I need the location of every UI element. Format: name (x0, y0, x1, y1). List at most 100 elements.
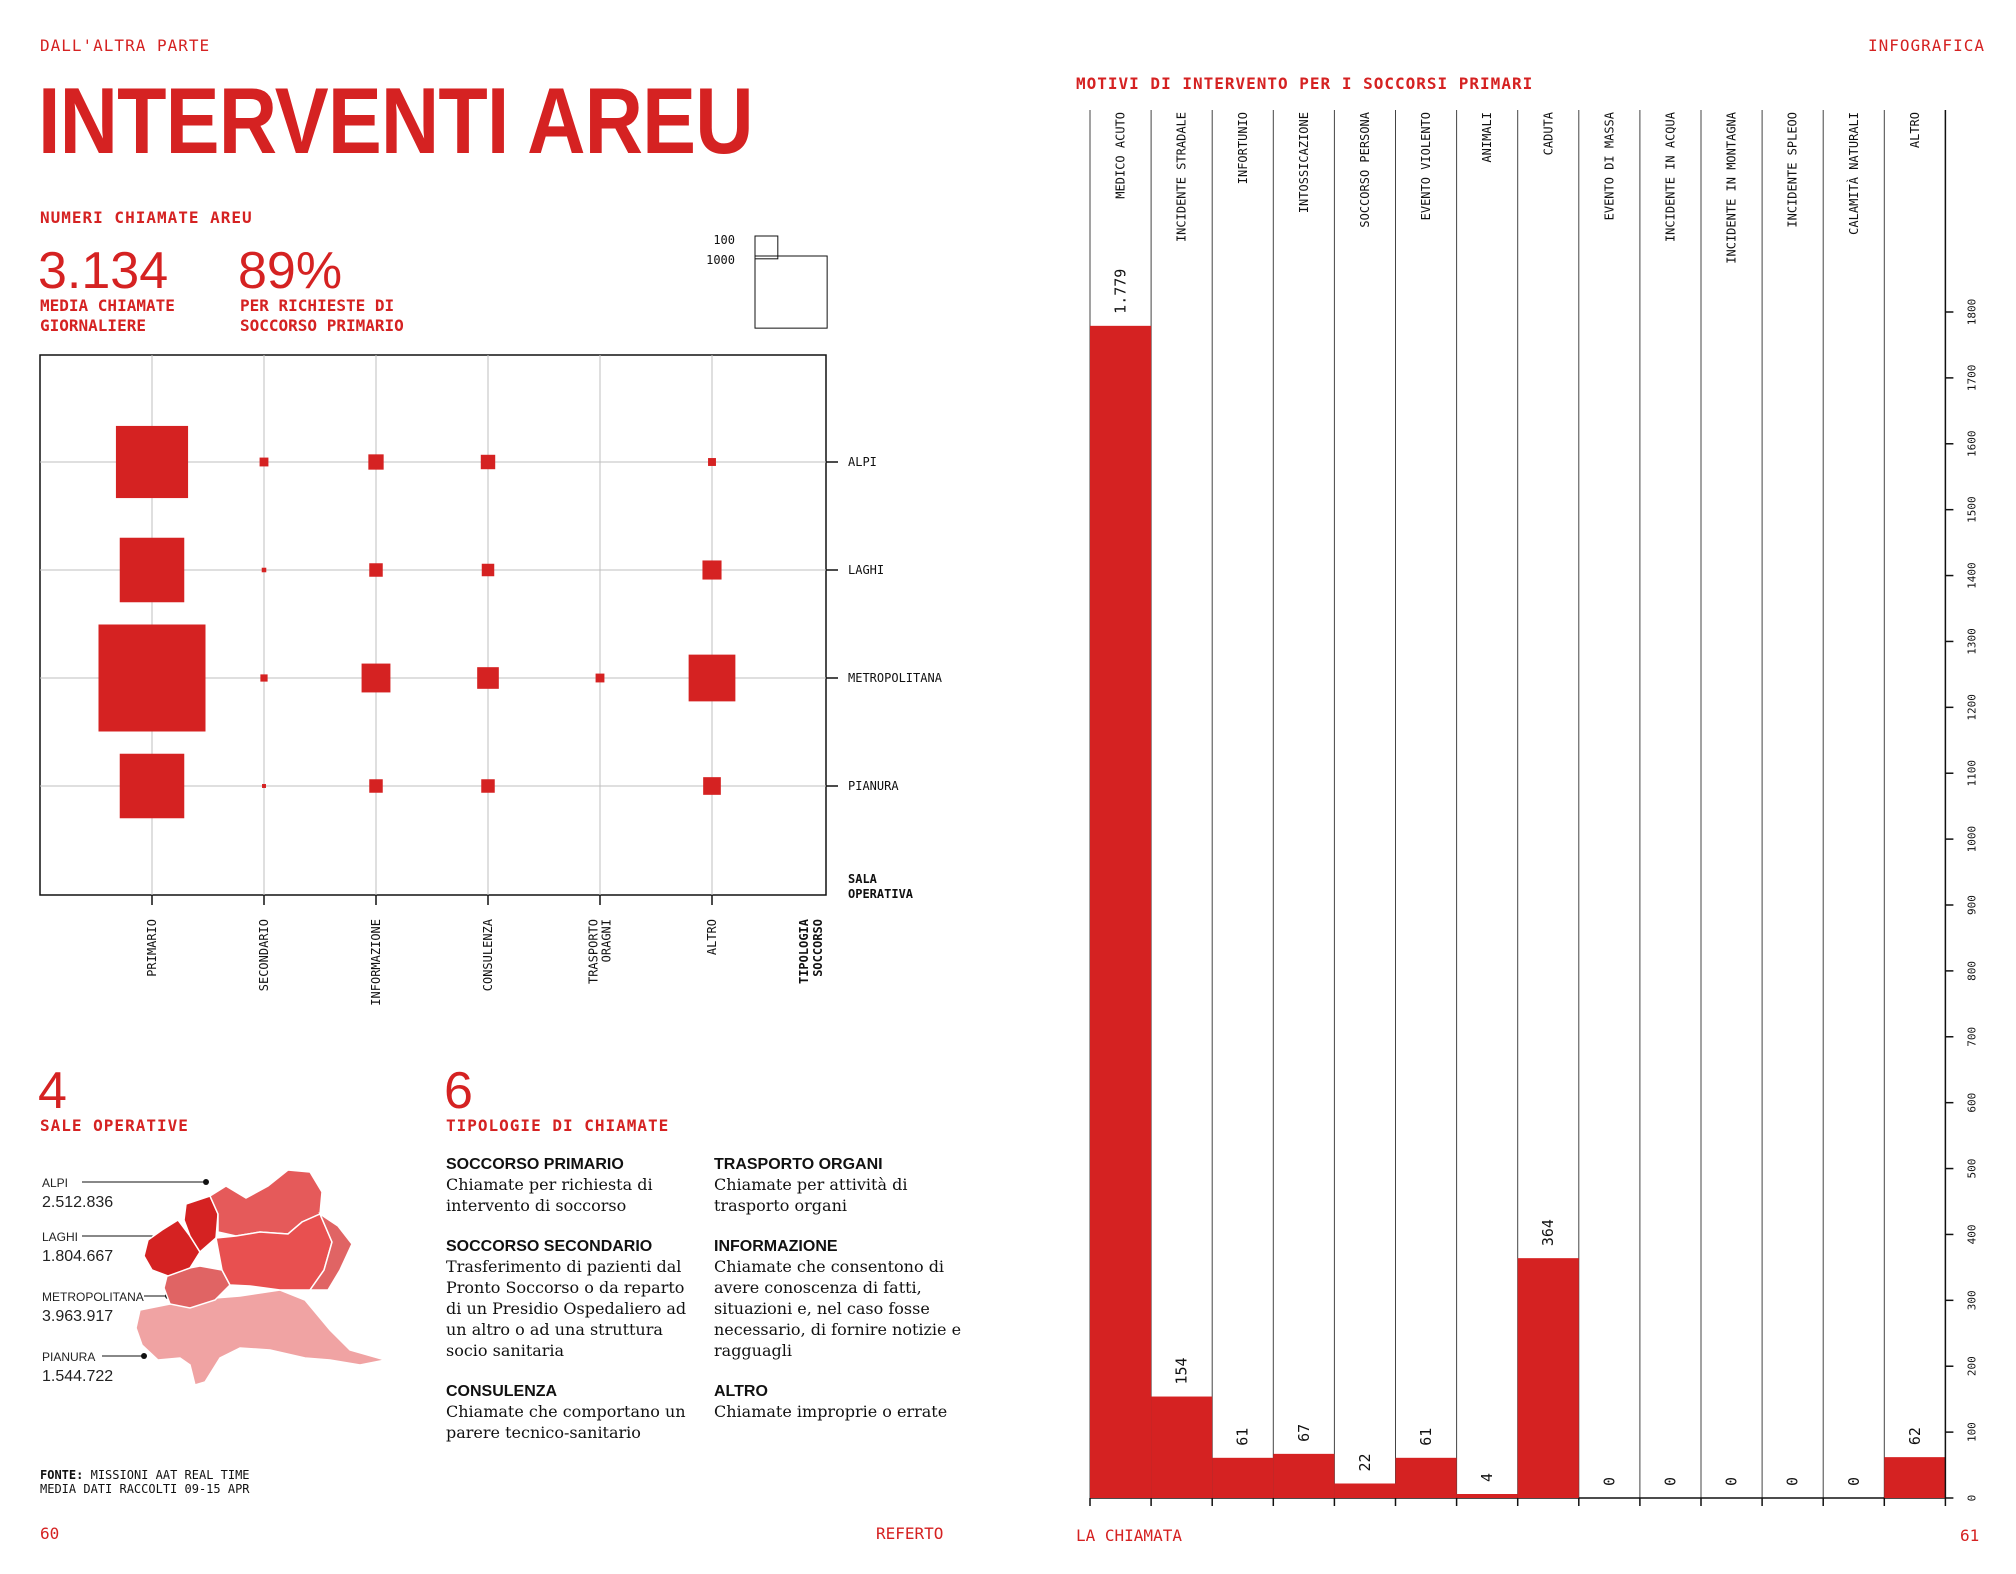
page-title: INTERVENTI AREU (38, 68, 754, 173)
matrix-square (481, 563, 495, 577)
tipologia-text: Trasferimento di pazienti dal Pronto Soc… (446, 1257, 687, 1360)
map-region-laghi (143, 1218, 201, 1277)
map-region-alpi (308, 1211, 353, 1291)
bar (1395, 1457, 1457, 1498)
y-tick-label: 1500 (1965, 496, 1978, 522)
matrix-square (361, 663, 391, 693)
tipologia-title: INFORMAZIONE (714, 1238, 838, 1255)
barchart-title: MOTIVI DI INTERVENTO PER I SOCCORSI PRIM… (1076, 74, 1534, 93)
matrix-square (368, 454, 384, 470)
footer-label-left: REFERTO (876, 1524, 944, 1543)
y-tick-label: 1300 (1965, 628, 1978, 655)
source-text: MISSIONI AAT REAL TIME (90, 1468, 250, 1482)
sale-title: SALE OPERATIVE (40, 1116, 189, 1135)
sale-value: 1.804.667 (42, 1248, 114, 1265)
source-label: FONTE: (40, 1468, 84, 1482)
matrix-square (477, 667, 499, 689)
page-number-left: 60 (40, 1524, 60, 1543)
x-tick-label: PRIMARIO (145, 919, 159, 977)
y-tick-label: 200 (1965, 1356, 1978, 1376)
x-tick-label: SECONDARIO (257, 919, 271, 991)
sale-name: LAGHI (42, 1230, 79, 1244)
bar-value-label: 61 (1234, 1428, 1252, 1446)
y-tick-label: 900 (1965, 895, 1978, 915)
bar-category-label: CADUTA (1541, 111, 1555, 155)
tipologie-col-1: SOCCORSO PRIMARIO Chiamate per richiesta… (446, 1156, 696, 1443)
bar-category-label: MEDICO ACUTO (1114, 112, 1128, 199)
bar-value-label: 4 (1478, 1473, 1496, 1482)
bar (1517, 1258, 1579, 1498)
y-tick-label: 1800 (1965, 299, 1978, 326)
calls-caption-line: GIORNALIERE (40, 316, 146, 335)
bar-category-label: INFORTUNIO (1236, 112, 1250, 184)
matrix-square (119, 753, 185, 819)
bar-value-label: 364 (1539, 1219, 1557, 1246)
matrix-square (262, 784, 266, 788)
bar-value-label: 0 (1661, 1477, 1679, 1486)
matrix-square (481, 779, 495, 793)
y-tick-label: 100 (1965, 1422, 1978, 1442)
matrix-square (261, 567, 267, 573)
size-legend-label: 1000 (706, 253, 735, 267)
bar (1456, 1494, 1518, 1498)
x-tick-label: CONSULENZA (481, 918, 495, 991)
y-tick-label: 1000 (1965, 826, 1978, 853)
sale-value: 2.512.836 (42, 1194, 114, 1211)
bar-category-label: INCIDENTE IN ACQUA (1663, 111, 1677, 242)
y-tick-label: 1700 (1965, 365, 1978, 392)
footer-label-right: LA CHIAMATA (1076, 1526, 1182, 1545)
matrix-square (259, 457, 269, 467)
pct-caption: PER RICHIESTE DI SOCCORSO PRIMARIO (240, 296, 404, 336)
motivi-bar-chart: MEDICO ACUTO 1.779 INCIDENTE STRADALE 154 IN… (1089, 110, 1978, 1506)
bar-value-label: 22 (1356, 1453, 1374, 1471)
matrix-square (702, 560, 722, 580)
tipologia-text: Chiamate che consentono di avere conosce… (714, 1257, 962, 1360)
matrix-square (708, 458, 716, 466)
calls-matrix-chart: 100 1000 PRIMARIO SECONDARIO INFORMAZIONE CON… (39, 233, 943, 1006)
x-tick-label: ORAGNI (600, 919, 614, 962)
bar-value-label: 0 (1600, 1477, 1618, 1486)
tipologia-text: Chiamate per attività di trasporto organ… (714, 1175, 908, 1215)
x-axis-title: TIPOLOGIA (797, 918, 811, 984)
tipologie-col-2: TRASPORTO ORGANI Chiamate per attività d… (714, 1156, 964, 1422)
matrix-square (480, 454, 496, 470)
y-tick-label: 1100 (1965, 760, 1978, 787)
x-tick-label: TRASPORTO (587, 919, 601, 984)
stats-heading: NUMERI CHIAMATE AREU (40, 208, 253, 227)
y-tick-label: METROPOLITANA (848, 671, 943, 685)
tipologia-title: SOCCORSO PRIMARIO (446, 1156, 624, 1173)
y-tick-label: 800 (1965, 961, 1978, 981)
calls-caption: MEDIA CHIAMATE GIORNALIERE (40, 296, 175, 336)
matrix-frame (39, 354, 827, 896)
y-tick-label: 1600 (1965, 431, 1978, 458)
bar-value-label: 61 (1417, 1428, 1435, 1446)
y-tick-label: 400 (1965, 1225, 1978, 1245)
sale-value: 1.544.722 (42, 1368, 114, 1385)
pct-caption-line: SOCCORSO PRIMARIO (240, 316, 404, 335)
sale-count: 4 (38, 1062, 67, 1120)
map-region-metropolitana (163, 1265, 231, 1309)
size-legend-square (754, 255, 828, 329)
calls-value: 3.134 (38, 242, 169, 300)
y-tick-label: PIANURA (848, 779, 899, 793)
section-kicker-right: INFOGRAFICA (1868, 36, 1985, 55)
y-tick-label: 1400 (1965, 562, 1978, 589)
matrix-square (369, 563, 383, 577)
bar-value-label: 62 (1906, 1427, 1924, 1445)
bar-category-label: EVENTO DI MASSA (1602, 111, 1616, 220)
y-tick-label: 500 (1965, 1159, 1978, 1179)
matrix-square (688, 654, 736, 702)
tipologie-count: 6 (444, 1062, 473, 1120)
y-axis-title: OPERATIVA (848, 887, 914, 901)
matrix-square (369, 779, 383, 793)
x-tick-label: ALTRO (705, 919, 719, 955)
matrix-square (119, 537, 185, 603)
source-note: FONTE: MISSIONI AAT REAL TIME MEDIA DATI… (40, 1468, 250, 1496)
matrix-square (115, 425, 189, 499)
bar-value-label: 0 (1784, 1477, 1802, 1486)
pct-caption-line: PER RICHIESTE DI (240, 296, 395, 315)
bar-value-label: 0 (1845, 1477, 1863, 1486)
y-tick-label: 0 (1965, 1495, 1978, 1502)
tipologie-title: TIPOLOGIE DI CHIAMATE (446, 1116, 670, 1135)
size-legend-label: 100 (713, 233, 735, 247)
